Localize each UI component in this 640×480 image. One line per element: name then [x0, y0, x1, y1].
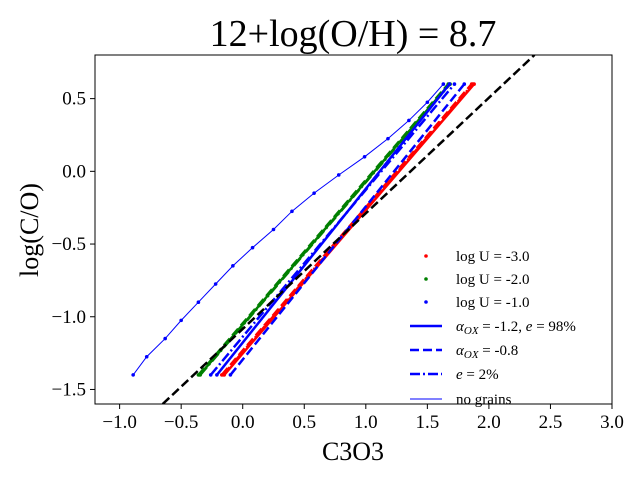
series-line-8	[209, 83, 456, 376]
legend-label: log U = -2.0	[456, 272, 529, 288]
series-point	[231, 264, 235, 268]
y-tick-label: −1.5	[52, 379, 86, 400]
legend-marker	[424, 300, 428, 304]
series-point	[312, 191, 316, 195]
series-point	[336, 173, 341, 177]
x-tick-label: 2.0	[477, 412, 501, 433]
x-tick-label: −0.5	[164, 412, 198, 433]
series-line-4	[197, 83, 450, 376]
series-point	[441, 82, 446, 86]
legend: log U = -3.0 log U = -2.0 log U = -1.0 αOX …	[410, 249, 576, 408]
series-point	[447, 82, 452, 86]
legend-label: no grains	[456, 392, 512, 408]
series-point	[271, 227, 276, 232]
series-point	[362, 154, 367, 159]
y-tick-label: −0.5	[52, 234, 86, 255]
series-point	[221, 373, 225, 377]
series-point	[407, 118, 411, 123]
series-point	[425, 100, 430, 105]
axis-ticks: −1.0 −0.5 0.0 0.5 1.0 1.5 2.0 2.5 3.0 −1.5 −1.0 −0.…	[52, 89, 624, 433]
series-point	[215, 373, 219, 377]
series-point	[198, 373, 203, 377]
series-line-6	[215, 83, 451, 376]
series-line-5	[199, 83, 452, 376]
legend-marker	[424, 277, 428, 281]
series-point	[179, 318, 183, 323]
x-axis-label: C3O3	[322, 437, 384, 466]
series-point	[163, 336, 167, 341]
legend-label: log U = -1.0	[456, 295, 529, 311]
series-point	[213, 282, 218, 286]
series-point	[250, 245, 255, 250]
series-point	[208, 373, 213, 377]
x-tick-label: 0.5	[292, 412, 316, 433]
plot-frame	[94, 54, 613, 405]
legend-label: e = 2%	[456, 367, 499, 383]
series-point	[386, 136, 390, 141]
series-line-9	[132, 83, 444, 376]
legend-marker	[424, 254, 428, 258]
y-tick-label: 0.0	[62, 161, 86, 182]
legend-label: αOX = -1.2, e = 98%	[456, 319, 576, 337]
series-point	[290, 209, 294, 214]
series-point	[471, 82, 475, 86]
x-tick-label: 0.0	[231, 412, 255, 433]
x-tick-label: −1.0	[102, 412, 136, 433]
x-tick-label: 1.0	[354, 412, 378, 433]
x-tick-label: 1.5	[415, 412, 439, 433]
series-line-1	[220, 83, 473, 376]
series-point	[144, 354, 149, 359]
series-point	[452, 82, 457, 86]
series-point	[131, 373, 135, 377]
series-point	[196, 300, 201, 305]
series-point	[228, 373, 233, 377]
y-tick-label: 0.5	[62, 89, 86, 110]
x-tick-label: 3.0	[600, 412, 624, 433]
chart-title: 12+log(O/H) = 8.7	[210, 13, 497, 55]
y-tick-label: −1.0	[52, 307, 86, 328]
legend-label: log U = -3.0	[456, 249, 529, 265]
series-point	[462, 82, 467, 86]
legend-label: αOX = -0.8	[456, 343, 518, 361]
y-axis-label: log(C/O)	[15, 183, 44, 277]
x-tick-label: 2.5	[539, 412, 563, 433]
series-line-2	[222, 83, 474, 376]
series-line-10	[161, 55, 536, 404]
